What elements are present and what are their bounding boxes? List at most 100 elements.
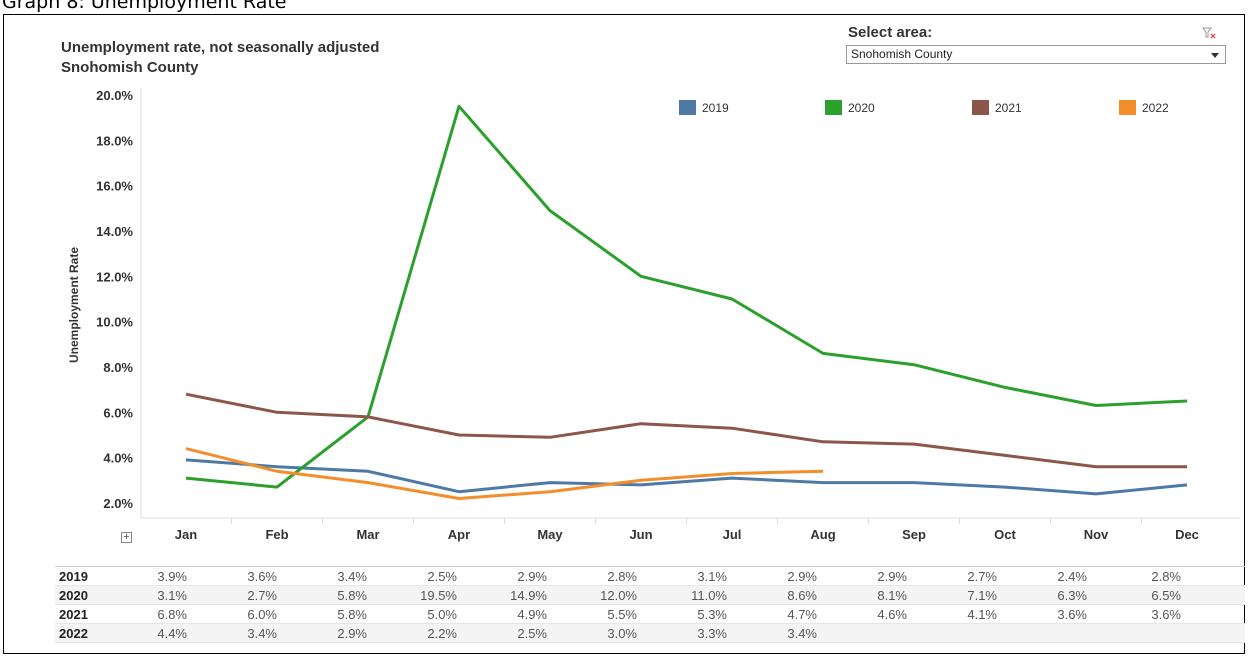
table-cell: 2.5% xyxy=(517,626,547,641)
x-tick-labels: Jan Feb Mar Apr May Jun Jul Aug Sep Oct Nov Dec xyxy=(175,527,1199,542)
y-tick-label: 6.0% xyxy=(103,405,133,420)
table-row-year: 2022 xyxy=(59,626,88,641)
table-cell: 3.4% xyxy=(337,569,367,584)
x-tick-label: Aug xyxy=(810,527,835,542)
table-cell: 2.9% xyxy=(877,569,907,584)
table-cell: 14.9% xyxy=(510,588,547,603)
table-cell: 3.6% xyxy=(247,569,277,584)
area-select-value: Snohomish County xyxy=(851,47,953,61)
y-tick-label: 10.0% xyxy=(96,315,133,330)
y-tick-label: 4.0% xyxy=(103,451,133,466)
table-cell: 5.8% xyxy=(337,607,367,622)
table-cell: 12.0% xyxy=(600,588,637,603)
table-row: 2019 3.9% 3.6% 3.4% 2.5% 2.9% 2.8% 3.1% 2.9% 2.9%… xyxy=(55,567,1245,586)
y-tick-label: 2.0% xyxy=(103,496,133,511)
table-cell: 2.8% xyxy=(607,569,637,584)
table-cell: 3.1% xyxy=(157,588,187,603)
x-tick-label: Mar xyxy=(356,527,379,542)
y-tick-labels: 2.0% 4.0% 6.0% 8.0% 10.0% 12.0% 14.0% 16.0% 18.0… xyxy=(96,88,133,511)
chart-title-line2: Snohomish County xyxy=(61,59,199,76)
legend: 2019 2020 2021 2022 xyxy=(679,100,1169,115)
table-cell: 5.8% xyxy=(337,588,367,603)
table-cell: 2.7% xyxy=(967,569,997,584)
table-row: 2022 4.4% 3.4% 2.9% 2.2% 2.5% 3.0% 3.3% 3.4% xyxy=(55,624,1245,643)
table-cell: 11.0% xyxy=(691,588,727,603)
table-cell: 3.6% xyxy=(1151,607,1181,622)
table-cell: 5.5% xyxy=(607,607,637,622)
y-tick-label: 14.0% xyxy=(96,224,133,239)
data-table: 2019 3.9% 3.6% 3.4% 2.5% 2.9% 2.8% 3.1% 2.9% 2.9%… xyxy=(55,566,1245,643)
table-cell: 5.0% xyxy=(427,607,457,622)
table-cell: 4.4% xyxy=(157,626,187,641)
x-tick-label: Feb xyxy=(265,527,288,542)
table-row: 2021 6.8% 6.0% 5.8% 5.0% 4.9% 5.5% 5.3% 4.7% 4.6%… xyxy=(55,605,1245,624)
x-tick-label: Dec xyxy=(1175,527,1199,542)
x-tick-marks xyxy=(231,518,1142,524)
x-tick-label: Apr xyxy=(448,527,470,542)
table-cell: 2.7% xyxy=(247,588,277,603)
series-line-2020[interactable] xyxy=(185,104,1188,489)
legend-swatch-2020 xyxy=(825,100,842,115)
table-cell: 8.1% xyxy=(877,588,907,603)
filter-clear-icon[interactable] xyxy=(1202,27,1216,39)
table-cell: 4.6% xyxy=(877,607,907,622)
series-line-2019[interactable] xyxy=(185,458,1188,496)
x-tick-label: Jun xyxy=(629,527,652,542)
table-row-year: 2019 xyxy=(59,569,88,584)
table-cell: 3.0% xyxy=(607,626,637,641)
table-cell: 3.4% xyxy=(247,626,277,641)
y-axis-title: Unemployment Rate xyxy=(67,247,81,363)
table-cell: 6.0% xyxy=(247,607,277,622)
page-caption: Graph 8: Unemployment Rate xyxy=(2,0,287,13)
series-line-2021[interactable] xyxy=(185,392,1187,469)
table-cell: 7.1% xyxy=(967,588,997,603)
table-cell: 2.9% xyxy=(787,569,817,584)
x-tick-label: Jul xyxy=(723,527,742,542)
table-cell: 2.9% xyxy=(337,626,367,641)
y-tick-label: 18.0% xyxy=(96,133,133,148)
chart-frame xyxy=(3,14,1245,654)
table-cell: 4.9% xyxy=(517,607,547,622)
y-tick-label: 20.0% xyxy=(96,88,133,103)
legend-swatch-2021 xyxy=(972,100,989,115)
table-cell: 3.3% xyxy=(697,626,727,641)
legend-label-2021: 2021 xyxy=(995,101,1022,115)
x-tick-label: Nov xyxy=(1084,527,1109,542)
table-cell: 19.5% xyxy=(420,588,457,603)
table-cell: 8.6% xyxy=(787,588,817,603)
expand-icon[interactable]: + xyxy=(121,532,132,543)
chevron-down-icon[interactable] xyxy=(1211,53,1219,58)
legend-label-2020: 2020 xyxy=(848,101,875,115)
area-filter-label: Select area: xyxy=(848,24,933,41)
table-cell: 2.5% xyxy=(427,569,457,584)
table-row-year: 2020 xyxy=(59,588,88,603)
x-tick-label: Jan xyxy=(175,527,197,542)
chart-title-line1: Unemployment rate, not seasonally adjust… xyxy=(61,39,380,56)
line-chart: 2.0% 4.0% 6.0% 8.0% 10.0% 12.0% 14.0% 16.0% 18.0… xyxy=(67,88,1240,542)
legend-label-2022: 2022 xyxy=(1142,101,1169,115)
x-tick-label: Sep xyxy=(902,527,926,542)
x-tick-label: Oct xyxy=(994,527,1016,542)
table-cell: 5.3% xyxy=(697,607,727,622)
table-cell: 2.2% xyxy=(427,626,457,641)
series-lines xyxy=(185,104,1188,500)
y-tick-label: 8.0% xyxy=(103,360,133,375)
table-cell: 2.4% xyxy=(1057,569,1087,584)
table-cell: 2.8% xyxy=(1151,569,1181,584)
legend-swatch-2019 xyxy=(679,100,696,115)
table-cell: 3.9% xyxy=(157,569,187,584)
area-select[interactable]: Snohomish County xyxy=(846,45,1226,64)
legend-label-2019: 2019 xyxy=(702,101,729,115)
series-line-2022[interactable] xyxy=(185,447,824,500)
table-cell: 6.3% xyxy=(1057,588,1087,603)
table-row: 2020 3.1% 2.7% 5.8% 19.5% 14.9% 12.0% 11.0% 8.6%… xyxy=(55,586,1245,605)
table-cell: 4.1% xyxy=(967,607,997,622)
table-cell: 6.8% xyxy=(157,607,187,622)
y-tick-label: 12.0% xyxy=(96,269,133,284)
chart-title: Unemployment rate, not seasonally adjust… xyxy=(61,38,379,78)
table-cell: 6.5% xyxy=(1151,588,1181,603)
x-tick-label: May xyxy=(537,527,563,542)
table-cell: 3.6% xyxy=(1057,607,1087,622)
legend-swatch-2022 xyxy=(1119,100,1136,115)
table-cell: 4.7% xyxy=(787,607,817,622)
